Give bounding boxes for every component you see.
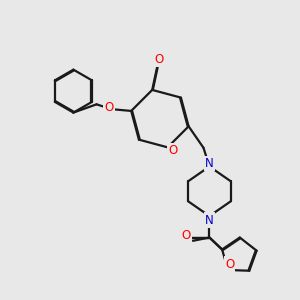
- Text: O: O: [182, 230, 191, 242]
- Text: O: O: [225, 257, 234, 271]
- Text: N: N: [205, 214, 214, 226]
- Text: N: N: [205, 157, 214, 170]
- Text: O: O: [104, 101, 113, 114]
- Text: O: O: [154, 52, 163, 66]
- Text: O: O: [168, 144, 177, 157]
